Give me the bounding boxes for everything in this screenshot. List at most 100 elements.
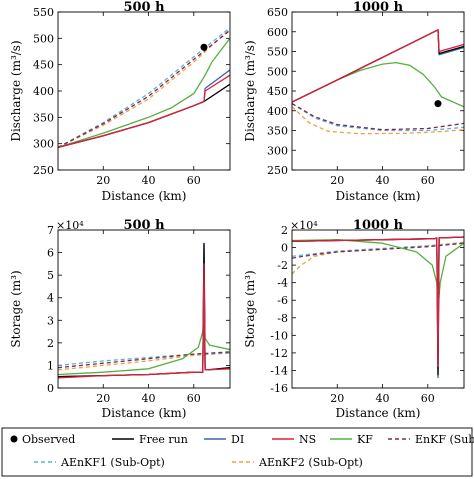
legend-marker-observed [10,435,18,443]
series-line-di [58,69,230,149]
y-tick-label: 350 [33,111,54,124]
chart-title: 500 h [123,218,165,233]
plot-frame [57,229,231,389]
series-line-kf [58,308,230,376]
series-line-enkf-sub-opt [58,351,230,369]
legend-entry: KF [330,433,373,446]
series-group [292,29,464,135]
y-tick-label: 300 [33,138,54,151]
legend-label: AEnKF1 (Sub-Opt) [60,456,165,469]
y-axis-label: Storage (m³) [9,270,23,347]
legend-label: Free run [139,433,188,446]
y-tick-label: -6 [277,294,288,307]
y-tick-label: 250 [267,164,288,177]
legend-entry: DI [204,433,244,446]
y-axis-exponent: ×10⁴ [56,219,84,232]
y-tick-label: 3 [47,314,54,327]
y-axis-exponent: ×10⁴ [290,219,318,232]
y-axis-label: Storage (m³) [243,270,257,347]
series-line-enkf-sub-opt [292,103,464,131]
x-tick-label: 60 [421,174,435,187]
x-tick-label: 20 [330,174,344,187]
series-line-ns [58,74,230,149]
chart-title: 1000 h [353,0,404,15]
y-tick-label: 650 [267,6,288,19]
plot-frame [291,11,465,171]
legend-entry: AEnKF2 (Sub-Opt) [232,456,363,469]
x-axis-label: Distance (km) [102,189,187,203]
y-tick-label: 2 [47,337,54,350]
x-axis-label: Distance (km) [336,406,421,420]
legend-label: KF [357,433,373,446]
x-axis-label: Distance (km) [102,406,187,420]
y-tick-label: 0 [281,242,288,255]
legend-label: Observed [22,433,75,446]
y-tick-label: 400 [267,105,288,118]
legend-label: EnKF (Sub-Opt) [415,433,474,446]
y-tick-label: 0 [47,382,54,395]
y-tick-label: 450 [267,85,288,98]
y-tick-label: 500 [267,65,288,78]
y-tick-label: 250 [33,164,54,177]
legend: Observed Free run DI NS KF EnKF (Sub-Opt) AEnK… [1,427,474,477]
chart-panel-1: 250 300 350 400 450 500 550 20 40 60 500 h Distance… [9,0,231,203]
chart-title: 1000 h [353,218,404,233]
x-tick-label: 20 [96,392,110,405]
chart-panel-3: 0 1 2 3 4 5 6 7 20 40 60 500 h Distance (km) Storage … [9,218,231,420]
series-line-aenkf2-sub-opt [58,352,230,371]
x-tick-label: 40 [376,174,390,187]
legend-box [1,427,473,477]
y-tick-label: 400 [33,85,54,98]
y-tick-label: 4 [47,292,54,305]
series-line-ns [58,263,230,379]
y-tick-label: -4 [277,277,288,290]
x-tick-label: 20 [330,392,344,405]
series-group [58,27,230,149]
y-tick-label: -12 [270,347,288,360]
series-line-aenkf2-sub-opt [58,28,230,148]
y-tick-label: -16 [270,382,288,395]
y-tick-label: -8 [277,312,288,325]
x-tick-label: 40 [142,392,156,405]
series-line-kf [58,37,230,149]
y-tick-label: 1 [47,359,54,372]
y-tick-label: 550 [267,46,288,59]
series-line-ns [292,236,464,367]
observed-point [200,43,208,51]
legend-entry: AEnKF1 (Sub-Opt) [34,456,165,469]
y-tick-label: 2 [281,224,288,237]
chart-title: 500 h [123,0,165,15]
series-group [292,236,464,379]
x-tick-label: 20 [96,174,110,187]
y-tick-label: -10 [270,329,288,342]
x-tick-label: 60 [421,392,435,405]
y-tick-label: 500 [33,32,54,45]
y-tick-label: -2 [277,259,288,272]
observed-point [434,100,442,108]
legend-entry: Free run [112,433,188,446]
x-tick-label: 60 [187,392,201,405]
legend-entry: NS [272,433,316,446]
x-tick-label: 60 [187,174,201,187]
plot-frame [291,229,465,389]
legend-entry: EnKF (Sub-Opt) [388,433,474,446]
legend-label: NS [299,433,316,446]
series-line-aenkf2-sub-opt [292,106,464,135]
series-line-ns [292,29,464,103]
series-line-aenkf1-sub-opt [292,242,464,257]
chart-panel-4: -16 -14 -12 -10 -8 -6 -4 -2 0 2 20 40 60 1000 h Distan… [243,218,465,420]
series-line-kf [292,239,464,310]
y-tick-label: 550 [33,6,54,19]
x-tick-label: 40 [376,392,390,405]
series-line-aenkf1-sub-opt [292,103,464,132]
legend-entry: Observed [10,433,75,446]
y-tick-label: 350 [267,125,288,138]
y-tick-label: 7 [47,224,54,237]
y-tick-label: 5 [47,269,54,282]
x-tick-label: 40 [142,174,156,187]
legend-label: DI [231,433,244,446]
y-tick-label: 600 [267,26,288,39]
y-tick-label: -14 [270,364,288,377]
